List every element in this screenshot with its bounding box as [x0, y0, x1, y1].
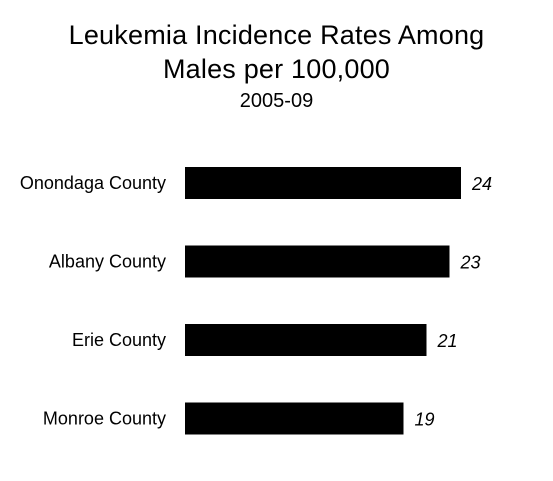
category-label-erie-county: Erie County — [72, 330, 166, 350]
chart-subtitle: 2005-09 — [239, 90, 314, 112]
data-label-erie-county: 21 — [437, 331, 458, 351]
bar-albany-county — [185, 245, 450, 278]
chart-title-line-1: Leukemia Incidence Rates Among — [68, 20, 485, 50]
bar-erie-county — [185, 324, 427, 356]
chart-title: Leukemia Incidence Rates Among Males per… — [0, 18, 553, 114]
category-label-albany-county: Albany County — [49, 252, 166, 272]
bar-onondaga-county — [185, 167, 461, 199]
data-label-monroe-county: 19 — [415, 410, 435, 430]
data-label-albany-county: 23 — [460, 253, 481, 273]
chart-title-line-2: Males per 100,000 — [162, 54, 391, 84]
bar-monroe-county — [185, 402, 404, 435]
category-label-onondaga-county: Onondaga County — [20, 173, 166, 193]
category-label-monroe-county: Monroe County — [43, 409, 166, 429]
data-label-onondaga-county: 24 — [471, 174, 492, 194]
